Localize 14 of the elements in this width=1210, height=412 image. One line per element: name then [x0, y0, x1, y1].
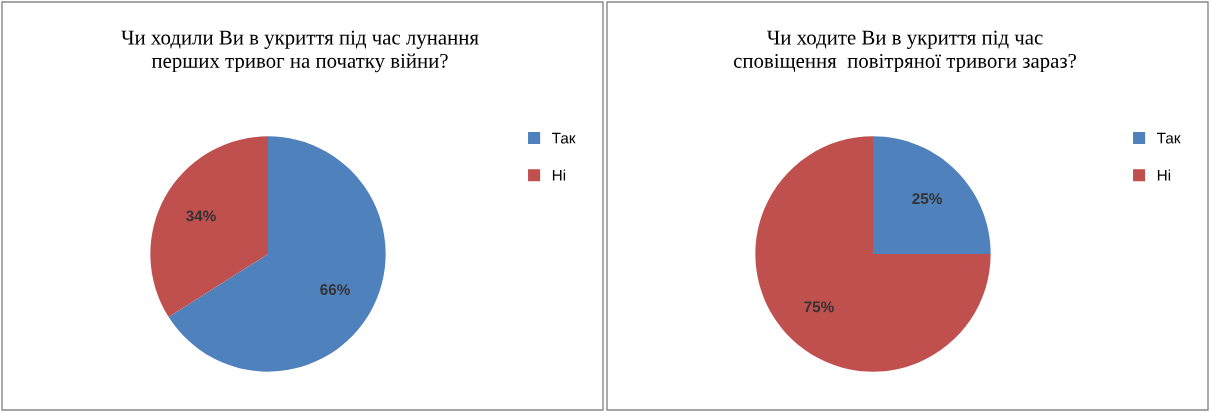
pie-slice — [168, 136, 386, 372]
legend-label: Ні — [552, 169, 566, 181]
chart-title: Чи ходили Ви в укриття під час лунання перших тривог на початку війни? — [121, 30, 479, 73]
legend-label: Так — [552, 132, 576, 144]
data-label: 75% — [804, 301, 834, 313]
pie-slice — [755, 136, 991, 372]
data-label: 66% — [320, 284, 350, 295]
legend-label: Так — [1157, 132, 1181, 144]
pie-slice — [150, 136, 268, 318]
data-label: 34% — [186, 210, 216, 222]
legend-label: Ні — [1157, 169, 1171, 181]
data-label: 25% — [912, 193, 942, 205]
pie-slice — [873, 136, 991, 254]
chart-title: Чи ходите Ви в укриття під час сповіщення повітряної тривоги зараз? — [733, 30, 1076, 73]
